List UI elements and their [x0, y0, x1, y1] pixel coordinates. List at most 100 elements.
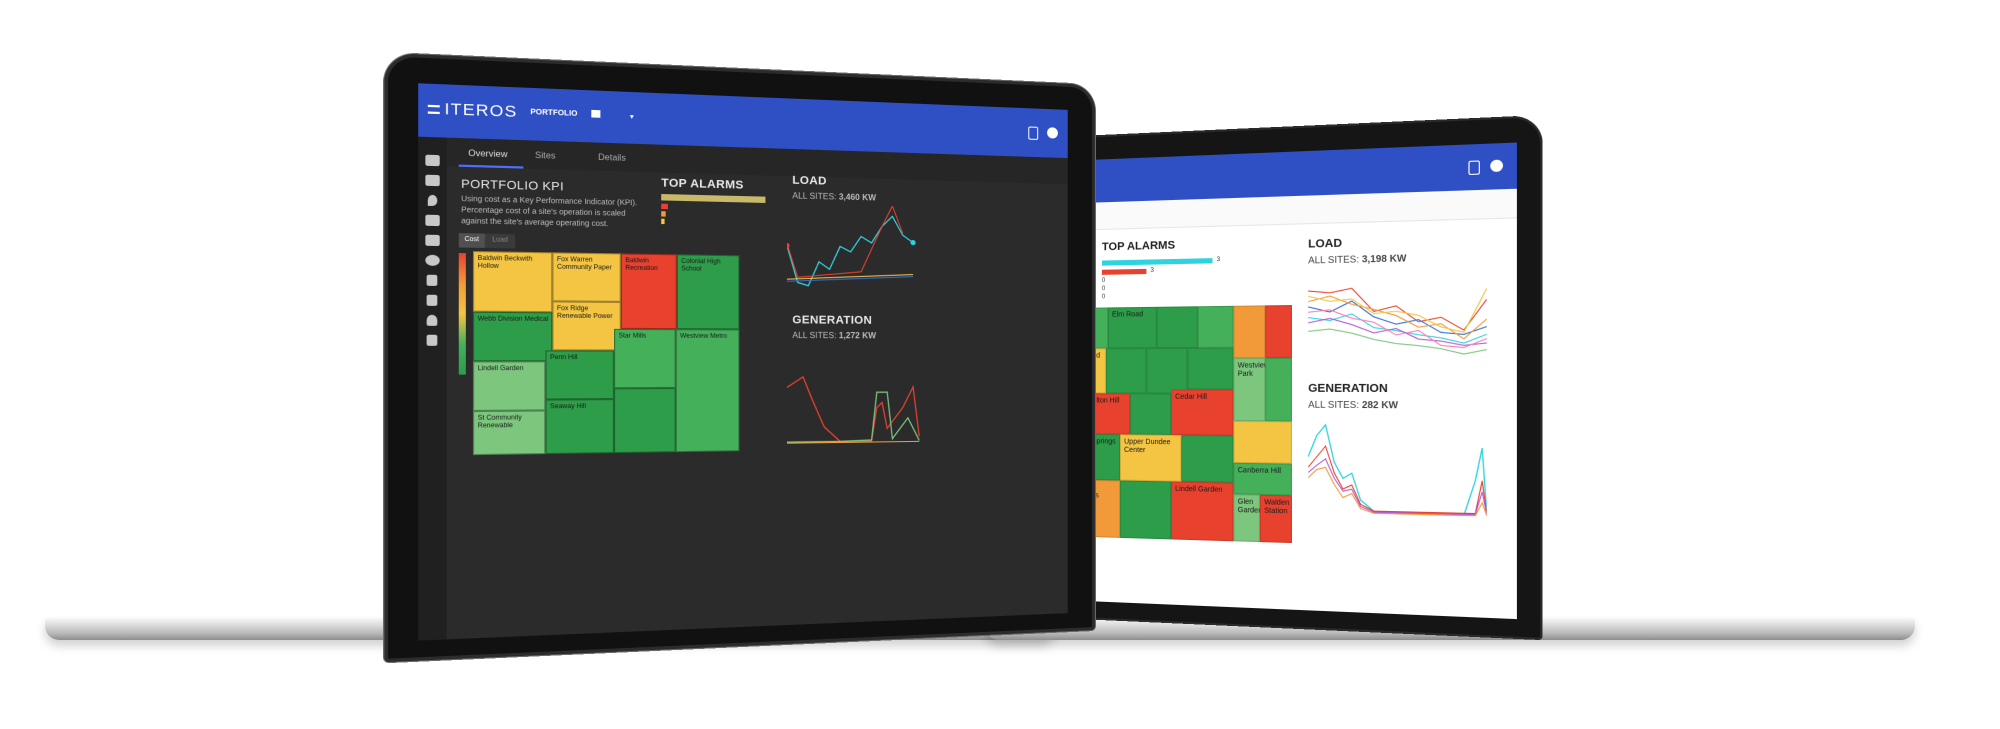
treemap-cell[interactable]: [1181, 435, 1234, 483]
alarm-count: 0: [1101, 277, 1106, 285]
active-tab-indicator: [458, 164, 524, 169]
treemap-cell[interactable]: St Community Renewable: [472, 410, 546, 456]
load-chart: [1308, 266, 1487, 365]
kpi-title: PORTFOLIO KPI: [461, 177, 564, 194]
load-series: [1308, 288, 1487, 333]
load-title: LOAD: [792, 174, 827, 188]
treemap-cell[interactable]: Lindell Garden: [472, 361, 546, 412]
generation-chart: [787, 345, 923, 450]
treemap-cell[interactable]: Walden Station: [1259, 494, 1292, 544]
treemap-cell[interactable]: Baldwin Recreation: [620, 253, 677, 330]
generation-subtitle: ALL SITES: 1,272 KW: [792, 330, 877, 341]
treemap-cell[interactable]: [614, 387, 676, 454]
alarm-bar: [661, 194, 766, 203]
alarm-count: 3: [1216, 256, 1221, 264]
bell-icon[interactable]: [426, 314, 438, 326]
generation-title: GENERATION: [792, 313, 873, 327]
treemap-cell[interactable]: Westview Metro: [675, 329, 740, 453]
generation-series: [1308, 425, 1487, 516]
history-icon[interactable]: [425, 254, 440, 267]
load-series: [787, 203, 903, 278]
front-laptop: ITEROS PORTFOLIO ▾ Overview Sites Detail…: [384, 52, 1095, 663]
front-laptop-screen: ITEROS PORTFOLIO ▾ Overview Sites Detail…: [418, 83, 1068, 641]
treemap-cell[interactable]: Colonial High School: [676, 254, 740, 330]
app-logo: ITEROS: [444, 99, 518, 122]
alarm-bar: [1101, 258, 1213, 266]
treemap-cell[interactable]: Glen Gardens: [1233, 494, 1266, 543]
top-alarms-title: TOP ALARMS: [1101, 239, 1176, 254]
load-series: [1308, 286, 1487, 331]
color-scale-legend: [458, 253, 466, 375]
treemap-cell[interactable]: [1265, 357, 1292, 422]
treemap-cell[interactable]: Star Mills: [614, 328, 676, 389]
treemap-cell[interactable]: Elm Road: [1107, 306, 1157, 349]
treemap-cell[interactable]: Cedar Hill: [1171, 389, 1234, 436]
treemap-cell[interactable]: [1233, 305, 1266, 359]
user-icon[interactable]: [1047, 127, 1058, 139]
user-icon[interactable]: [1490, 159, 1503, 173]
treemap-cell[interactable]: Penn Hill: [545, 350, 615, 400]
list-icon[interactable]: [425, 234, 440, 247]
treemap-cell[interactable]: [1146, 347, 1188, 394]
alarm-bar: [661, 218, 665, 225]
treemap-cell[interactable]: Fox Warren Community Paper: [552, 252, 621, 302]
tab-overview[interactable]: Overview: [468, 148, 508, 160]
tablet-icon[interactable]: [1468, 160, 1480, 176]
load-point: [910, 240, 916, 246]
treemap-cell[interactable]: Webb Division Medical: [472, 311, 553, 362]
tab-details[interactable]: Details: [598, 152, 626, 163]
alarm-bar: [661, 203, 668, 210]
generation-subtitle: ALL SITES: 282 KW: [1308, 399, 1398, 411]
generation-series: [787, 377, 919, 443]
folder-icon[interactable]: [591, 109, 601, 118]
generation-title: GENERATION: [1308, 382, 1388, 396]
kpi-treemap: Baldwin Beckwith Hollow Fox Warren Commu…: [472, 251, 740, 456]
flag-icon[interactable]: [426, 334, 438, 346]
sidebar: [418, 136, 447, 641]
alarm-count: 3: [1150, 267, 1154, 274]
treemap-cell[interactable]: Seaway Hill: [545, 399, 615, 455]
gallery-icon[interactable]: [425, 214, 440, 227]
load-subtitle: ALL SITES: 3,198 KW: [1308, 252, 1407, 266]
treemap-cell[interactable]: Fox Ridge Renewable Power: [552, 301, 621, 351]
alarm-count: 0: [1101, 286, 1106, 293]
treemap-cell[interactable]: [1105, 348, 1147, 394]
treemap-cell[interactable]: Canberra Hill: [1233, 462, 1292, 496]
contact-icon[interactable]: [425, 174, 440, 187]
chevron-down-icon[interactable]: ▾: [629, 113, 634, 122]
toggle-cost[interactable]: Cost: [458, 233, 485, 248]
alarm-bar: [1101, 268, 1147, 275]
document-icon[interactable]: [426, 274, 438, 286]
treemap-cell[interactable]: [1265, 305, 1292, 359]
treemap-cell[interactable]: [1130, 393, 1172, 435]
tablet-icon[interactable]: [1028, 126, 1039, 140]
alarm-count: 0: [1101, 294, 1106, 301]
generation-series: [787, 392, 919, 442]
generation-chart: [1308, 414, 1487, 525]
treemap-cell[interactable]: [1120, 480, 1172, 540]
load-title: LOAD: [1308, 237, 1343, 251]
treemap-cell[interactable]: [1233, 420, 1292, 464]
nav-portfolio[interactable]: PORTFOLIO: [530, 108, 578, 119]
load-chart: [786, 203, 923, 309]
cost-load-toggle: Cost Load: [458, 233, 516, 249]
tab-sites[interactable]: Sites: [534, 150, 556, 161]
load-point: [786, 242, 790, 249]
toggle-load[interactable]: Load: [492, 237, 508, 244]
alarm-bar: [661, 211, 666, 217]
treemap-cell[interactable]: Lindell Garden: [1171, 481, 1234, 542]
treemap-cell[interactable]: Baldwin Beckwith Hollow: [472, 251, 553, 313]
hamburger-icon[interactable]: [427, 104, 440, 115]
treemap-cell[interactable]: [1156, 306, 1198, 349]
generation-series: [1308, 459, 1487, 515]
share-icon[interactable]: [426, 294, 438, 306]
location-icon[interactable]: [427, 194, 438, 207]
treemap-cell[interactable]: [1187, 347, 1234, 390]
treemap-cell[interactable]: Upper Dundee Center: [1120, 434, 1182, 482]
load-subtitle: ALL SITES: 3,460 KW: [792, 191, 877, 203]
top-alarms-title: TOP ALARMS: [661, 176, 744, 192]
folder-icon[interactable]: [425, 154, 440, 167]
kpi-description: Using cost as a Key Performance Indicato…: [461, 195, 638, 229]
treemap-cell[interactable]: Westview Park: [1233, 358, 1269, 422]
treemap-cell[interactable]: [1197, 305, 1234, 348]
